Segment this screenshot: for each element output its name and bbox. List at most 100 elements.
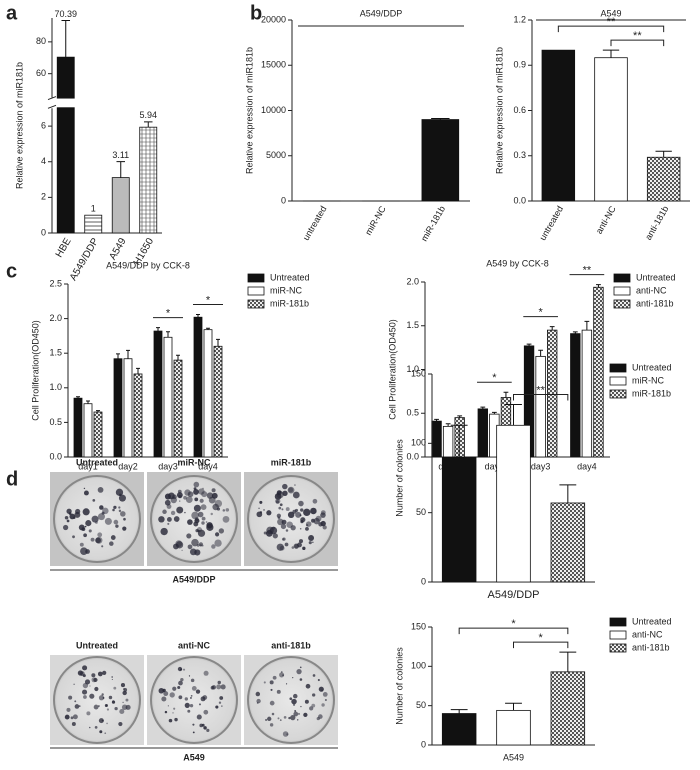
- colony: [297, 712, 301, 715]
- colony: [282, 490, 288, 496]
- y-tick-label: 5000: [266, 150, 286, 160]
- error-bar: [572, 331, 578, 334]
- significance-bracket: [557, 25, 665, 33]
- bar: [541, 49, 576, 202]
- colony: [297, 719, 299, 721]
- colony: [298, 500, 304, 507]
- x-tick-label: day3: [531, 461, 551, 471]
- x-tick-label: untreated: [301, 204, 329, 242]
- colony: [160, 527, 168, 536]
- panel-label: c: [6, 260, 17, 282]
- colony: [164, 710, 168, 714]
- colony: [81, 527, 86, 532]
- bar: [454, 417, 465, 458]
- colony: [118, 509, 122, 513]
- legend-label: Untreated: [636, 272, 676, 282]
- legend-label: anti-NC: [632, 629, 663, 639]
- colony: [282, 537, 286, 541]
- bar: [496, 424, 531, 583]
- y-axis-label: Relative expression of miR181b: [244, 47, 254, 174]
- colony: [104, 732, 107, 735]
- colony: [206, 492, 214, 499]
- colony: [215, 705, 219, 709]
- colony: [187, 544, 193, 550]
- colony: [293, 543, 299, 549]
- bar: [477, 408, 488, 458]
- legend-swatch: [247, 299, 265, 309]
- colony: [280, 523, 287, 530]
- bar: [550, 502, 586, 583]
- significance-label: *: [539, 632, 544, 644]
- colony: [97, 487, 104, 493]
- legend-swatch: [609, 363, 627, 373]
- bar: [153, 330, 163, 458]
- colony: [203, 726, 207, 730]
- colony: [211, 685, 217, 690]
- legend-swatch: [609, 376, 627, 386]
- colony: [305, 524, 309, 527]
- legend-label: miR-NC: [270, 285, 302, 295]
- colony: [263, 509, 265, 511]
- colony: [125, 698, 129, 702]
- colony: [173, 707, 176, 710]
- colony: [184, 489, 191, 496]
- colony: [74, 700, 77, 703]
- legend-label: anti-181b: [632, 642, 670, 652]
- colony: [269, 680, 274, 685]
- colony: [92, 499, 96, 502]
- colony: [192, 731, 195, 734]
- x-tick-label: day1: [78, 461, 98, 471]
- value-label: 1: [91, 204, 96, 214]
- colony: [215, 532, 220, 537]
- colony: [115, 524, 119, 528]
- colony: [310, 507, 317, 515]
- colony: [184, 511, 186, 514]
- significance-label: **: [633, 30, 642, 42]
- y-tick-label: 0.6: [513, 105, 526, 115]
- y-tick-label: 100: [411, 438, 426, 448]
- error-bar: [480, 406, 486, 409]
- colony: [198, 488, 205, 495]
- value-label: 70.39: [54, 9, 77, 19]
- colony: [163, 691, 169, 697]
- x-tick-label: day4: [577, 461, 597, 471]
- colony: [288, 487, 294, 493]
- bar: [111, 177, 130, 234]
- bar: [173, 359, 183, 458]
- error-bar: [596, 284, 601, 288]
- chart-title: A549 by CCK-8: [486, 258, 549, 268]
- bar: [441, 456, 477, 583]
- y-tick-label: 2.0: [406, 276, 419, 286]
- legend-label: anti-181b: [636, 298, 674, 308]
- colony: [294, 484, 296, 486]
- colony: [277, 516, 281, 520]
- colony: [293, 693, 298, 699]
- x-tick-label: untreated: [537, 204, 565, 242]
- colony: [66, 519, 70, 523]
- colony: [94, 686, 99, 692]
- colony: [98, 718, 104, 724]
- colony: [113, 519, 119, 525]
- colony: [287, 486, 295, 494]
- colony: [275, 500, 280, 504]
- colony: [299, 666, 302, 669]
- significance-bracket: [513, 394, 569, 401]
- colony: [198, 703, 201, 706]
- bar: [496, 709, 531, 746]
- colony: [88, 529, 92, 533]
- colony: [166, 517, 172, 522]
- x-tick-label: anti-NC: [594, 204, 618, 236]
- colony: [118, 506, 121, 509]
- dish: [53, 656, 141, 744]
- colony: [291, 546, 295, 549]
- colony: [110, 535, 116, 540]
- bar: [570, 333, 581, 458]
- dish-label: Untreated: [76, 457, 118, 467]
- colony: [270, 688, 273, 691]
- colony: [102, 507, 109, 515]
- colony: [220, 684, 226, 690]
- colony: [91, 515, 99, 523]
- colony: [201, 516, 206, 521]
- error-bar: [549, 326, 555, 331]
